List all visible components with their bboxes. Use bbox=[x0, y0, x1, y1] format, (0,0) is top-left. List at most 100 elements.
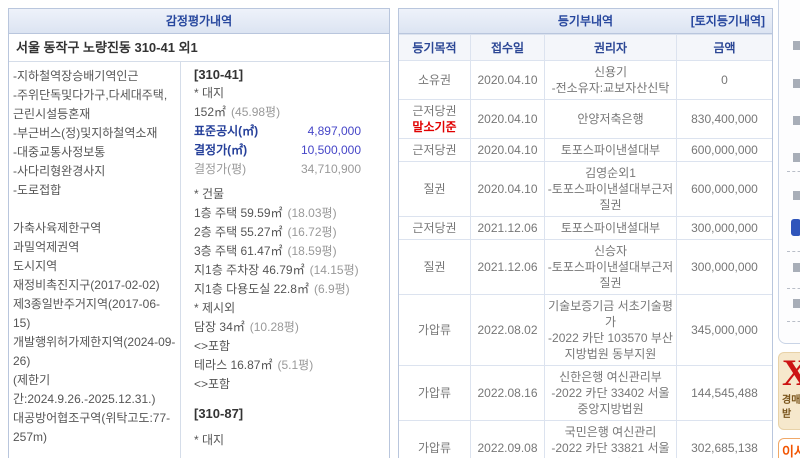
registry-purpose-cell: 가압류 bbox=[399, 294, 471, 366]
dashed-divider bbox=[787, 321, 800, 322]
building-line: 지1층 주차장 46.79㎡ (14.15평) bbox=[194, 261, 389, 280]
price-row-decided-pyeong: 결정가(평) 34,710,900 bbox=[194, 160, 389, 179]
col-holder: 권리자 bbox=[544, 34, 677, 61]
registry-purpose-cell: 질권 bbox=[399, 239, 471, 295]
cutoff-button-fragment[interactable] bbox=[791, 219, 800, 236]
decided-price-sqm-value: 10,500,000 bbox=[300, 143, 361, 157]
dashed-divider bbox=[787, 171, 800, 172]
official-price-value: 4,897,000 bbox=[307, 124, 361, 138]
building-line-text: 지1층 주차장 46.79㎡ bbox=[194, 263, 305, 277]
registry-holder: 신승자 -토포스파이낸셜대부근저질권 bbox=[544, 239, 677, 295]
appraisal-body: -지하철역장승배기역인근 -주위단독및다가구,다세대주택,근린시설등혼재 -부근… bbox=[9, 62, 389, 458]
property-address-title: 서울 동작구 노량진동 310-41 외1 bbox=[9, 34, 389, 62]
extra-label: * 제시외 bbox=[194, 301, 236, 315]
land-area: 152㎡ bbox=[194, 105, 227, 119]
table-row: 가압류 2022.08.16 신한은행 여신관리부 -2022 카단 33402… bbox=[399, 365, 772, 421]
lot-title-310-41: [310-41] bbox=[194, 67, 244, 82]
col-date: 접수일 bbox=[470, 34, 545, 61]
cutoff-text-fragment bbox=[793, 153, 800, 162]
registry-purpose-cell: 질권 bbox=[399, 161, 471, 217]
land-label: * 대지 bbox=[194, 86, 225, 100]
mover-ad-banner[interactable]: 이사 bbox=[778, 438, 800, 458]
land-label-2: * 대지 bbox=[194, 433, 225, 447]
registry-date: 2020.04.10 bbox=[470, 161, 545, 217]
building-line: 1층 주택 59.59㎡ (18.03평) bbox=[194, 204, 389, 223]
registry-date: 2021.12.06 bbox=[470, 216, 545, 240]
registry-amount: 302,685,138 bbox=[676, 420, 772, 458]
registry-purpose-cell: 가압류 bbox=[399, 420, 471, 458]
registry-panel-title: 등기부내역 bbox=[557, 14, 614, 28]
building-line-text: 2층 주택 55.27㎡ bbox=[194, 225, 283, 239]
registry-purpose: 가압류 bbox=[417, 441, 452, 455]
ad-text: 경매 받 bbox=[782, 395, 800, 420]
building-line-paren: (6.9평) bbox=[313, 282, 350, 296]
registry-panel: 등기부내역 [토지등기내역] 등기목적 접수일 권리자 금액 소유권 2020.… bbox=[398, 8, 773, 458]
registry-holder: 토포스파이낸셜대부 bbox=[544, 138, 677, 162]
registry-purpose: 가압류 bbox=[417, 386, 452, 400]
registry-date: 2022.08.02 bbox=[470, 294, 545, 366]
building-line: 지1층 다용도실 22.8㎡ (6.9평) bbox=[194, 280, 389, 299]
appraisal-values-column: [310-41] * 대지 152㎡ (45.98평) 표준공시(㎡) 4,897… bbox=[181, 62, 389, 458]
building-line-paren: (18.03평) bbox=[287, 206, 337, 220]
cutoff-text-fragment bbox=[793, 116, 800, 125]
extra-line: 테라스 16.87㎡ (5.1평) bbox=[194, 356, 389, 375]
registry-holder: 신용기 -전소유자:교보자산신탁 bbox=[544, 60, 677, 100]
registry-date: 2020.04.10 bbox=[470, 138, 545, 162]
registry-amount: 300,000,000 bbox=[676, 239, 772, 295]
lot-title-310-87: [310-87] bbox=[194, 406, 244, 421]
registry-purpose: 근저당권 bbox=[412, 143, 457, 157]
building-line: 2층 주택 55.27㎡ (16.72평) bbox=[194, 223, 389, 242]
registry-purpose: 소유권 bbox=[417, 73, 452, 87]
registry-amount: 144,545,488 bbox=[676, 365, 772, 421]
registry-date: 2020.04.10 bbox=[470, 60, 545, 100]
decided-price-pyeong-value: 34,710,900 bbox=[300, 162, 361, 176]
building-line: 3층 주택 61.47㎡ (18.59평) bbox=[194, 242, 389, 261]
decided-price-sqm-label: 결정가(㎡) bbox=[194, 143, 248, 157]
registry-holder: 신한은행 여신관리부 -2022 카단 33402 서울중앙지방법원 bbox=[544, 365, 677, 421]
registry-holder: 기술보증기금 서초기술평가 -2022 카단 103570 부산지방법원 동부지… bbox=[544, 294, 677, 366]
registry-date: 2022.09.08 bbox=[470, 420, 545, 458]
building-line-text: 1층 주택 59.59㎡ bbox=[194, 206, 283, 220]
cutoff-text-fragment bbox=[793, 191, 800, 200]
appraisal-notes-column: -지하철역장승배기역인근 -주위단독및다가구,다세대주택,근린시설등혼재 -부근… bbox=[9, 62, 181, 458]
registry-purpose: 근저당권 bbox=[412, 104, 457, 118]
building-line-text: 지1층 다용도실 22.8㎡ bbox=[194, 282, 309, 296]
cutoff-text-fragment bbox=[793, 79, 800, 88]
building-line-text: 3층 주택 61.47㎡ bbox=[194, 244, 283, 258]
table-row: 근저당권 2020.04.10 토포스파이낸셜대부 600,000,000 bbox=[399, 138, 772, 162]
decided-price-pyeong-label: 결정가(평) bbox=[194, 162, 247, 176]
land-registry-link[interactable]: [토지등기내역] bbox=[690, 14, 765, 28]
mover-ad-text: 이사 bbox=[782, 444, 800, 458]
table-row: 소유권 2020.04.10 신용기 -전소유자:교보자산신탁 0 bbox=[399, 60, 772, 100]
table-row: 가압류 2022.08.02 기술보증기금 서초기술평가 -2022 카단 10… bbox=[399, 294, 772, 366]
land-area-pyeong: (45.98평) bbox=[231, 105, 281, 119]
registry-purpose: 질권 bbox=[423, 260, 446, 274]
zoning-notes: 가축사육제한구역 과밀억제권역 도시지역 재정비촉진지구(2017-02-02)… bbox=[13, 221, 176, 444]
registry-purpose: 근저당권 bbox=[412, 221, 457, 235]
registry-holder: 국민은행 여신관리 -2022 카단 33821 서울중앙지방법원 bbox=[544, 420, 677, 458]
extra-line-paren: (5.1평) bbox=[277, 358, 314, 372]
building-label: * 건물 bbox=[194, 187, 225, 201]
registry-date: 2020.04.10 bbox=[470, 99, 545, 139]
appraisal-panel: 감정평가내역 서울 동작구 노량진동 310-41 외1 -지하철역장승배기역인… bbox=[8, 8, 390, 458]
registry-holder: 안양저축은행 bbox=[544, 99, 677, 139]
registry-header-row: 등기목적 접수일 권리자 금액 bbox=[399, 34, 772, 61]
registry-purpose-cell: 소유권 bbox=[399, 60, 471, 100]
registry-purpose: 가압류 bbox=[417, 323, 452, 337]
building-line-paren: (16.72평) bbox=[287, 225, 337, 239]
registry-amount: 345,000,000 bbox=[676, 294, 772, 366]
auction-ad-banner[interactable]: X 경매 받 bbox=[778, 352, 800, 430]
registry-date: 2021.12.06 bbox=[470, 239, 545, 295]
registry-holder: 김영순외1 -토포스파이낸셜대부근저질권 bbox=[544, 161, 677, 217]
cutoff-text-fragment bbox=[793, 263, 800, 272]
building-line-paren: (18.59평) bbox=[287, 244, 337, 258]
extra-line: 담장 34㎡ (10.28평) bbox=[194, 318, 389, 337]
registry-purpose: 질권 bbox=[423, 182, 446, 196]
registry-holder: 토포스파이낸셜대부 bbox=[544, 216, 677, 240]
registry-purpose-cell: 근저당권 bbox=[399, 138, 471, 162]
extra-line-text: <>포함 bbox=[194, 339, 231, 353]
appraisal-panel-header: 감정평가내역 bbox=[9, 9, 389, 34]
registry-purpose-cell: 가압류 bbox=[399, 365, 471, 421]
registry-purpose-cell: 근저당권 bbox=[399, 216, 471, 240]
